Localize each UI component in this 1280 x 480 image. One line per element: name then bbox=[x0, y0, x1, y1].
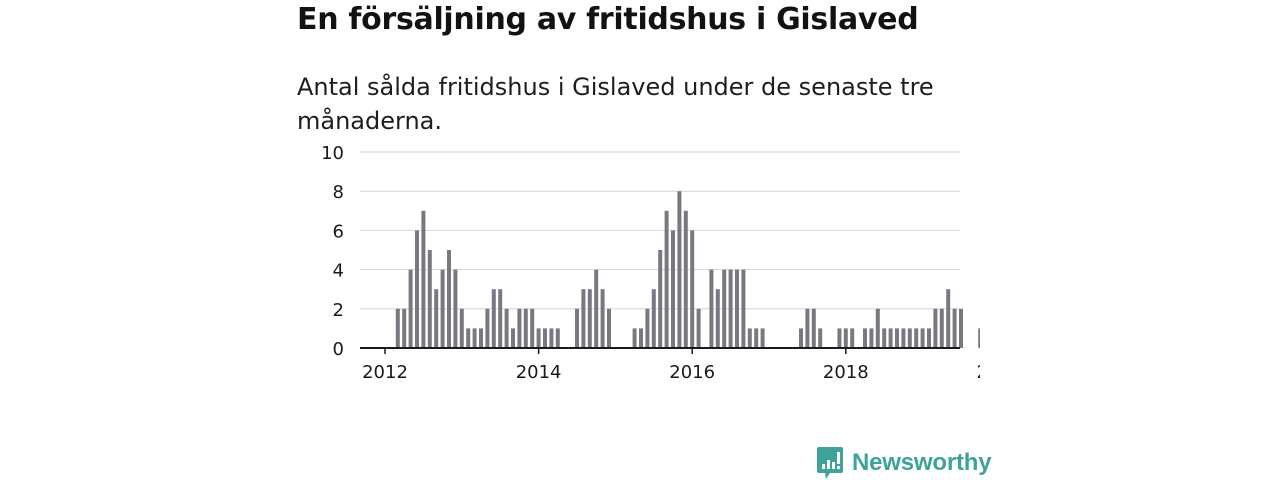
bar bbox=[946, 289, 951, 348]
x-tick-label: 2018 bbox=[823, 362, 869, 383]
bar bbox=[683, 210, 688, 348]
chart-subtitle: Antal sålda fritidshus i Gislaved under … bbox=[297, 73, 934, 135]
bar bbox=[696, 308, 701, 348]
brand-name: Newsworthy bbox=[852, 449, 992, 476]
bar bbox=[914, 328, 919, 348]
bar bbox=[459, 308, 464, 348]
bar bbox=[555, 328, 560, 348]
bar bbox=[530, 308, 535, 348]
bar bbox=[549, 328, 554, 348]
newsworthy-logo-icon bbox=[817, 447, 843, 479]
bar bbox=[408, 269, 413, 348]
bar bbox=[799, 328, 803, 348]
bar bbox=[421, 210, 426, 348]
bar bbox=[447, 250, 451, 348]
bar bbox=[485, 308, 490, 348]
bar bbox=[466, 328, 471, 348]
bar bbox=[735, 269, 739, 348]
bar bbox=[600, 289, 605, 348]
bar bbox=[747, 328, 752, 348]
bar bbox=[453, 269, 458, 348]
brand-logo[interactable]: Newsworthy bbox=[816, 446, 992, 480]
y-tick-label: 10 bbox=[321, 143, 344, 164]
bar bbox=[888, 328, 893, 348]
bar bbox=[741, 269, 746, 348]
bar bbox=[863, 328, 867, 348]
bar bbox=[575, 308, 579, 348]
bar-chart: 0246810120122014201620182020202220242026 bbox=[321, 143, 980, 383]
bar bbox=[440, 269, 445, 348]
bar bbox=[479, 328, 483, 348]
bar bbox=[927, 328, 931, 348]
bar bbox=[594, 269, 599, 348]
bar bbox=[651, 289, 656, 348]
bar bbox=[690, 230, 695, 348]
bar bbox=[402, 308, 407, 348]
y-tick-label: 8 bbox=[333, 182, 344, 203]
bar bbox=[587, 289, 592, 348]
y-tick-label: 6 bbox=[333, 221, 344, 242]
bar bbox=[523, 308, 528, 348]
bar bbox=[952, 308, 957, 348]
bar bbox=[434, 289, 439, 348]
bar bbox=[472, 328, 477, 348]
bar bbox=[498, 289, 503, 348]
x-tick-label: 2014 bbox=[516, 362, 562, 383]
bar bbox=[658, 250, 663, 348]
bar bbox=[728, 269, 733, 348]
bar bbox=[581, 289, 586, 348]
y-tick-label: 0 bbox=[333, 339, 344, 360]
bar bbox=[639, 328, 643, 348]
bar bbox=[939, 308, 944, 348]
bar bbox=[805, 308, 810, 348]
bar bbox=[632, 328, 637, 348]
y-tick-label: 2 bbox=[333, 300, 344, 321]
bar bbox=[920, 328, 925, 348]
bar bbox=[850, 328, 855, 348]
bar bbox=[811, 308, 816, 348]
bar bbox=[664, 210, 669, 348]
bar bbox=[933, 308, 938, 348]
bar bbox=[722, 269, 727, 348]
x-tick-label: 2016 bbox=[669, 362, 715, 383]
x-tick-label: 2020 bbox=[976, 362, 980, 383]
bar bbox=[645, 308, 650, 348]
bar bbox=[715, 289, 720, 348]
bar bbox=[754, 328, 759, 348]
bar bbox=[415, 230, 419, 348]
bar bbox=[882, 328, 887, 348]
bar bbox=[895, 328, 899, 348]
bar bbox=[395, 308, 400, 348]
bar bbox=[709, 269, 714, 348]
bar bbox=[511, 328, 515, 348]
bar bbox=[837, 328, 842, 348]
bar bbox=[427, 250, 432, 348]
bar bbox=[491, 289, 496, 348]
bar bbox=[959, 308, 963, 348]
bar bbox=[677, 191, 682, 348]
bar bbox=[607, 308, 611, 348]
bar bbox=[504, 308, 509, 348]
bar bbox=[907, 328, 912, 348]
bar bbox=[869, 328, 874, 348]
y-tick-label: 4 bbox=[333, 261, 344, 282]
bar bbox=[978, 328, 980, 348]
bar bbox=[671, 230, 675, 348]
bar bbox=[875, 308, 880, 348]
bar bbox=[901, 328, 906, 348]
bar bbox=[543, 328, 547, 348]
bar bbox=[517, 308, 522, 348]
bar bbox=[818, 328, 823, 348]
bar bbox=[760, 328, 765, 348]
x-tick-label: 2012 bbox=[362, 362, 408, 383]
bar bbox=[843, 328, 848, 348]
chart-title: En försäljning av fritidshus i Gislaved bbox=[297, 2, 919, 37]
bar bbox=[536, 328, 541, 348]
